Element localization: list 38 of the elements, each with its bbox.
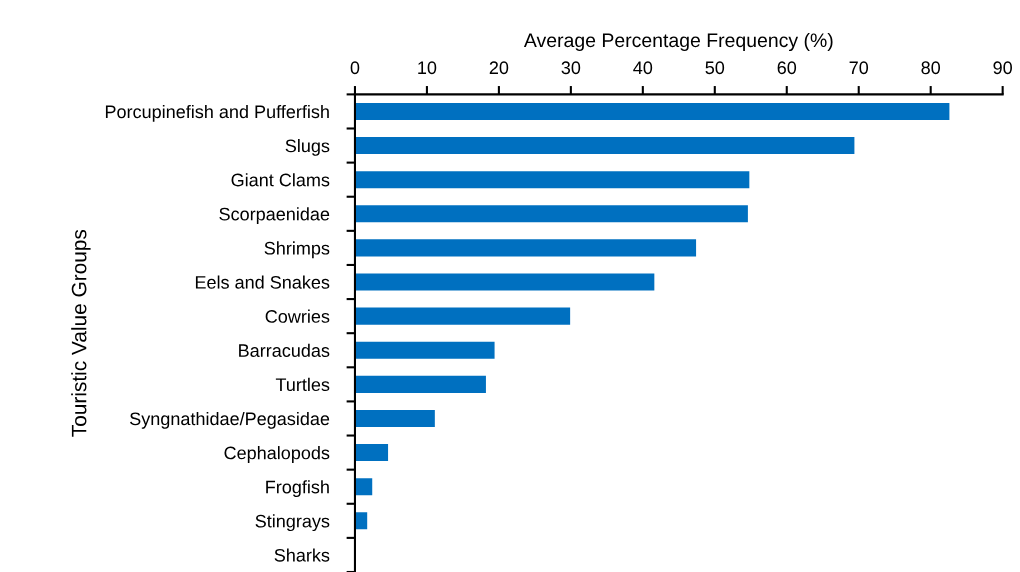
bar (354, 375, 486, 393)
y-tick-label: Shrimps (264, 241, 330, 259)
y-tick-label: Giant Clams (231, 173, 330, 187)
x-tick-label: 90 (993, 61, 1012, 75)
y-tick-label: Barracudas (239, 343, 330, 357)
bar (354, 478, 373, 496)
y-tick-label: Porcupinefish and Pufferfish (105, 104, 329, 122)
bar (354, 307, 571, 325)
x-tick-label: 30 (561, 61, 581, 75)
y-tick-label: Turtles (275, 377, 330, 392)
y-tick-label: Sharks (274, 548, 330, 562)
x-tick-label: 20 (489, 61, 509, 75)
bar (354, 409, 435, 428)
x-tick-label: 40 (633, 61, 653, 75)
y-tick-label: Cephalopods (224, 446, 330, 463)
bar (354, 205, 748, 223)
bar (354, 444, 389, 462)
y-tick-label: Eels and Snakes (195, 275, 330, 289)
x-tick-label: 80 (921, 61, 941, 75)
y-tick-label: Frogfish (266, 480, 329, 497)
y-tick-label: Scorpaenidae (219, 207, 330, 225)
bar (354, 239, 697, 257)
y-tick-label: Stingrays (255, 514, 330, 532)
x-tick-label: 50 (705, 61, 725, 75)
y-tick-label: Syngnathidae/Pegasidae (130, 411, 330, 429)
bar (354, 171, 750, 189)
y-tick-label: Slugs (285, 139, 330, 156)
bar (354, 137, 855, 155)
y-tick-label: Cowries (265, 309, 330, 323)
x-tick-label: 0 (350, 61, 360, 75)
x-tick-label: 70 (849, 61, 869, 75)
bar (354, 273, 655, 291)
x-axis-title: Average Percentage Frequency (%) (523, 32, 833, 52)
y-axis-title: Touristic Value Groups (71, 229, 91, 437)
bar (354, 102, 950, 120)
bar (354, 341, 495, 359)
x-tick-label: 10 (418, 61, 437, 75)
x-tick-label: 60 (777, 61, 797, 75)
